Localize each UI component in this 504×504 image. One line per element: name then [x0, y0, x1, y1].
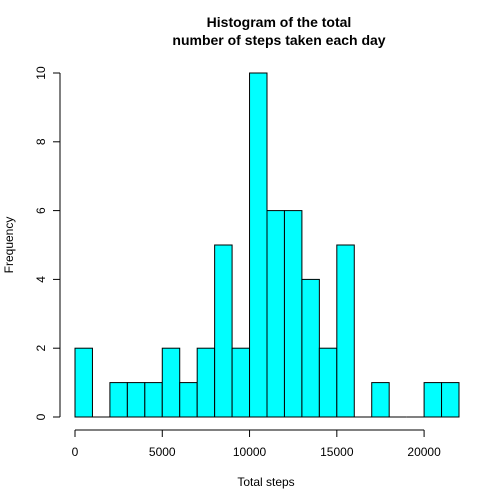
histogram-bar [74, 347, 93, 418]
x-tick-label: 20000 [407, 445, 441, 459]
histogram-bar [196, 347, 216, 418]
x-tick-label: 5000 [149, 445, 176, 459]
y-tick-label: 6 [34, 207, 48, 214]
histogram-bars [74, 72, 460, 418]
histogram-bar [144, 382, 163, 418]
histogram-bar [249, 72, 268, 418]
histogram-bar [283, 210, 303, 418]
histogram-bar [126, 382, 146, 418]
x-axis: 0 5000 10000 15000 20000 [72, 429, 441, 459]
histogram-bar [301, 278, 320, 418]
histogram-bar [318, 347, 338, 418]
histogram-bar [336, 244, 355, 418]
histogram-bar [161, 347, 181, 418]
histogram-bar [423, 382, 443, 418]
y-tick-label: 4 [34, 276, 48, 283]
x-tick-label: 15000 [320, 445, 354, 459]
chart-title-line-2: number of steps taken each day [172, 32, 385, 48]
y-axis: 0 2 4 6 8 10 [34, 66, 61, 420]
histogram-bar [179, 382, 198, 418]
x-axis-label: Total steps [237, 475, 294, 489]
histogram-bar [214, 244, 233, 418]
y-tick-label: 10 [34, 66, 48, 80]
histogram-bar [441, 382, 460, 418]
histogram-bar [109, 382, 128, 418]
x-tick-label: 0 [72, 445, 79, 459]
histogram-bar [231, 347, 251, 418]
histogram-bar [371, 382, 390, 418]
histogram-bar [266, 210, 285, 418]
y-axis-label: Frequency [2, 217, 16, 274]
y-tick-label: 2 [34, 345, 48, 352]
x-tick-label: 10000 [233, 445, 267, 459]
y-tick-label: 8 [34, 138, 48, 145]
chart-title-line-1: Histogram of the total [207, 14, 352, 30]
y-tick-label: 0 [34, 413, 48, 420]
